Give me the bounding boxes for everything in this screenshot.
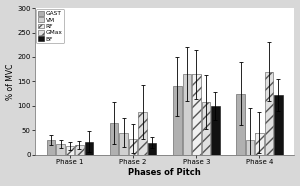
Bar [85,142,93,155]
Bar [173,86,182,155]
Bar [246,140,254,155]
Bar [66,146,74,155]
Bar [183,74,191,155]
Bar [56,144,65,155]
Bar [119,133,128,155]
Bar [211,106,220,155]
Bar [110,123,118,155]
Legend: GAST, VM, RF, GMax, BF: GAST, VM, RF, GMax, BF [36,9,64,43]
Bar [138,112,147,155]
Bar [255,133,264,155]
Bar [129,139,137,155]
Bar [47,140,55,155]
Bar [192,74,201,155]
Bar [265,72,273,155]
Bar [236,94,245,155]
Bar [75,145,84,155]
X-axis label: Phases of Pitch: Phases of Pitch [128,168,201,177]
Bar [148,142,156,155]
Bar [274,95,283,155]
Y-axis label: % of MVC: % of MVC [6,63,15,100]
Bar [202,102,210,155]
